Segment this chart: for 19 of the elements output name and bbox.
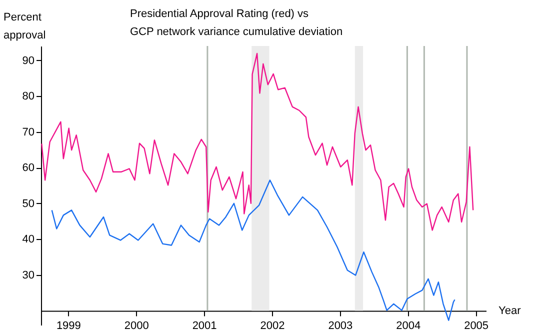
y-tick-label: 70 <box>22 126 34 138</box>
y-tick-label: 90 <box>22 54 34 67</box>
y-tick-label: 60 <box>22 162 34 174</box>
x-tick-label: 2005 <box>464 320 489 332</box>
x-tick-label: 2003 <box>328 320 353 332</box>
x-tick-label: 2002 <box>260 320 285 332</box>
x-tick-label: 1999 <box>56 320 81 332</box>
x-tick-label: 2004 <box>396 320 421 332</box>
y-axis-title: Percent approval <box>4 12 46 42</box>
line-series <box>41 52 474 231</box>
x-tick-label: 2001 <box>192 320 217 332</box>
y-tick-label: 50 <box>22 198 34 210</box>
y-tick-label: 40 <box>22 234 34 246</box>
x-axis-title: Year <box>498 305 522 318</box>
y-tick-label: 30 <box>22 269 34 282</box>
x-tick-label: 2000 <box>124 320 149 332</box>
y-tick-label: 80 <box>22 90 34 103</box>
chart-title: Presidential Approval Rating (red) vs GCP network variance cumulative deviation <box>130 8 343 38</box>
line-series <box>51 180 456 321</box>
